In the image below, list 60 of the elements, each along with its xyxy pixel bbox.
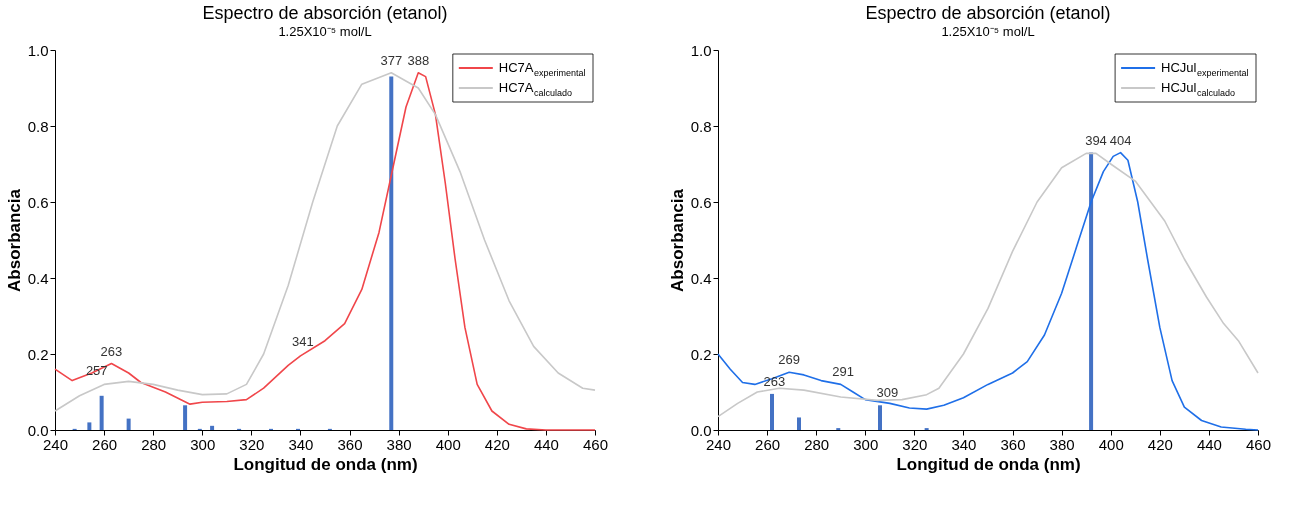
x-tick-label: 400 xyxy=(435,435,461,453)
x-tick-label: 420 xyxy=(1147,435,1173,453)
x-tick-label: 260 xyxy=(755,435,781,453)
bar xyxy=(797,417,801,430)
annotation: 263 xyxy=(100,343,123,359)
bar xyxy=(878,405,882,430)
annotation: 309 xyxy=(876,385,899,401)
bar xyxy=(87,422,92,430)
annotation: 291 xyxy=(832,364,855,380)
bar xyxy=(183,405,188,430)
annotation: 404 xyxy=(1109,132,1132,148)
x-tick-label: 260 xyxy=(92,435,118,453)
bar xyxy=(210,425,215,430)
y-tick-label: 0.4 xyxy=(690,269,712,287)
x-tick-label: 380 xyxy=(1049,435,1075,453)
x-tick-label: 280 xyxy=(804,435,830,453)
x-tick-label: 360 xyxy=(1000,435,1026,453)
annotation: 377 xyxy=(380,52,403,68)
y-tick-label: 1.0 xyxy=(690,41,712,59)
chart-title: Espectro de absorción (etanol) xyxy=(202,3,448,23)
y-tick-label: 0.6 xyxy=(27,193,49,211)
x-tick-label: 440 xyxy=(533,435,559,453)
x-tick-label: 340 xyxy=(288,435,314,453)
y-tick-label: 0.2 xyxy=(690,345,712,363)
y-tick-label: 0.6 xyxy=(690,193,712,211)
chart-subtitle: 1.25X10⁻⁵ mol/L xyxy=(941,24,1035,39)
x-tick-label: 460 xyxy=(1245,435,1272,453)
chart-title: Espectro de absorción (etanol) xyxy=(865,3,1111,23)
bar xyxy=(99,395,104,430)
x-tick-label: 360 xyxy=(337,435,363,453)
annotation: 269 xyxy=(778,352,801,368)
x-tick-label: 440 xyxy=(1196,435,1222,453)
chart-subtitle: 1.25X10⁻⁵ mol/L xyxy=(278,24,372,39)
annotation: 341 xyxy=(292,334,314,349)
x-tick-label: 320 xyxy=(902,435,928,453)
x-tick-label: 380 xyxy=(386,435,412,453)
x-tick-label: 460 xyxy=(582,435,609,453)
bar xyxy=(126,418,131,430)
annotation: 394 xyxy=(1085,132,1107,148)
y-tick-label: 0.4 xyxy=(27,269,49,287)
y-axis-title: Absorbancia xyxy=(4,188,24,292)
bar xyxy=(1089,152,1094,430)
annotation: 263 xyxy=(763,373,786,389)
x-axis-title: Longitud de onda (nm) xyxy=(233,454,418,474)
y-tick-label: 1.0 xyxy=(27,41,49,59)
x-tick-label: 420 xyxy=(484,435,510,453)
x-tick-label: 280 xyxy=(141,435,167,453)
bar xyxy=(389,76,394,430)
x-tick-label: 300 xyxy=(190,435,216,453)
y-tick-label: 0.2 xyxy=(27,345,49,363)
y-tick-label: 0.8 xyxy=(690,117,712,135)
bar xyxy=(770,393,774,430)
annotation: 388 xyxy=(407,52,430,68)
x-tick-label: 300 xyxy=(853,435,879,453)
y-tick-label: 0.8 xyxy=(27,117,49,135)
x-axis-title: Longitud de onda (nm) xyxy=(896,454,1081,474)
x-tick-label: 320 xyxy=(239,435,265,453)
x-tick-label: 400 xyxy=(1098,435,1124,453)
x-tick-label: 340 xyxy=(951,435,977,453)
y-axis-title: Absorbancia xyxy=(667,188,687,292)
